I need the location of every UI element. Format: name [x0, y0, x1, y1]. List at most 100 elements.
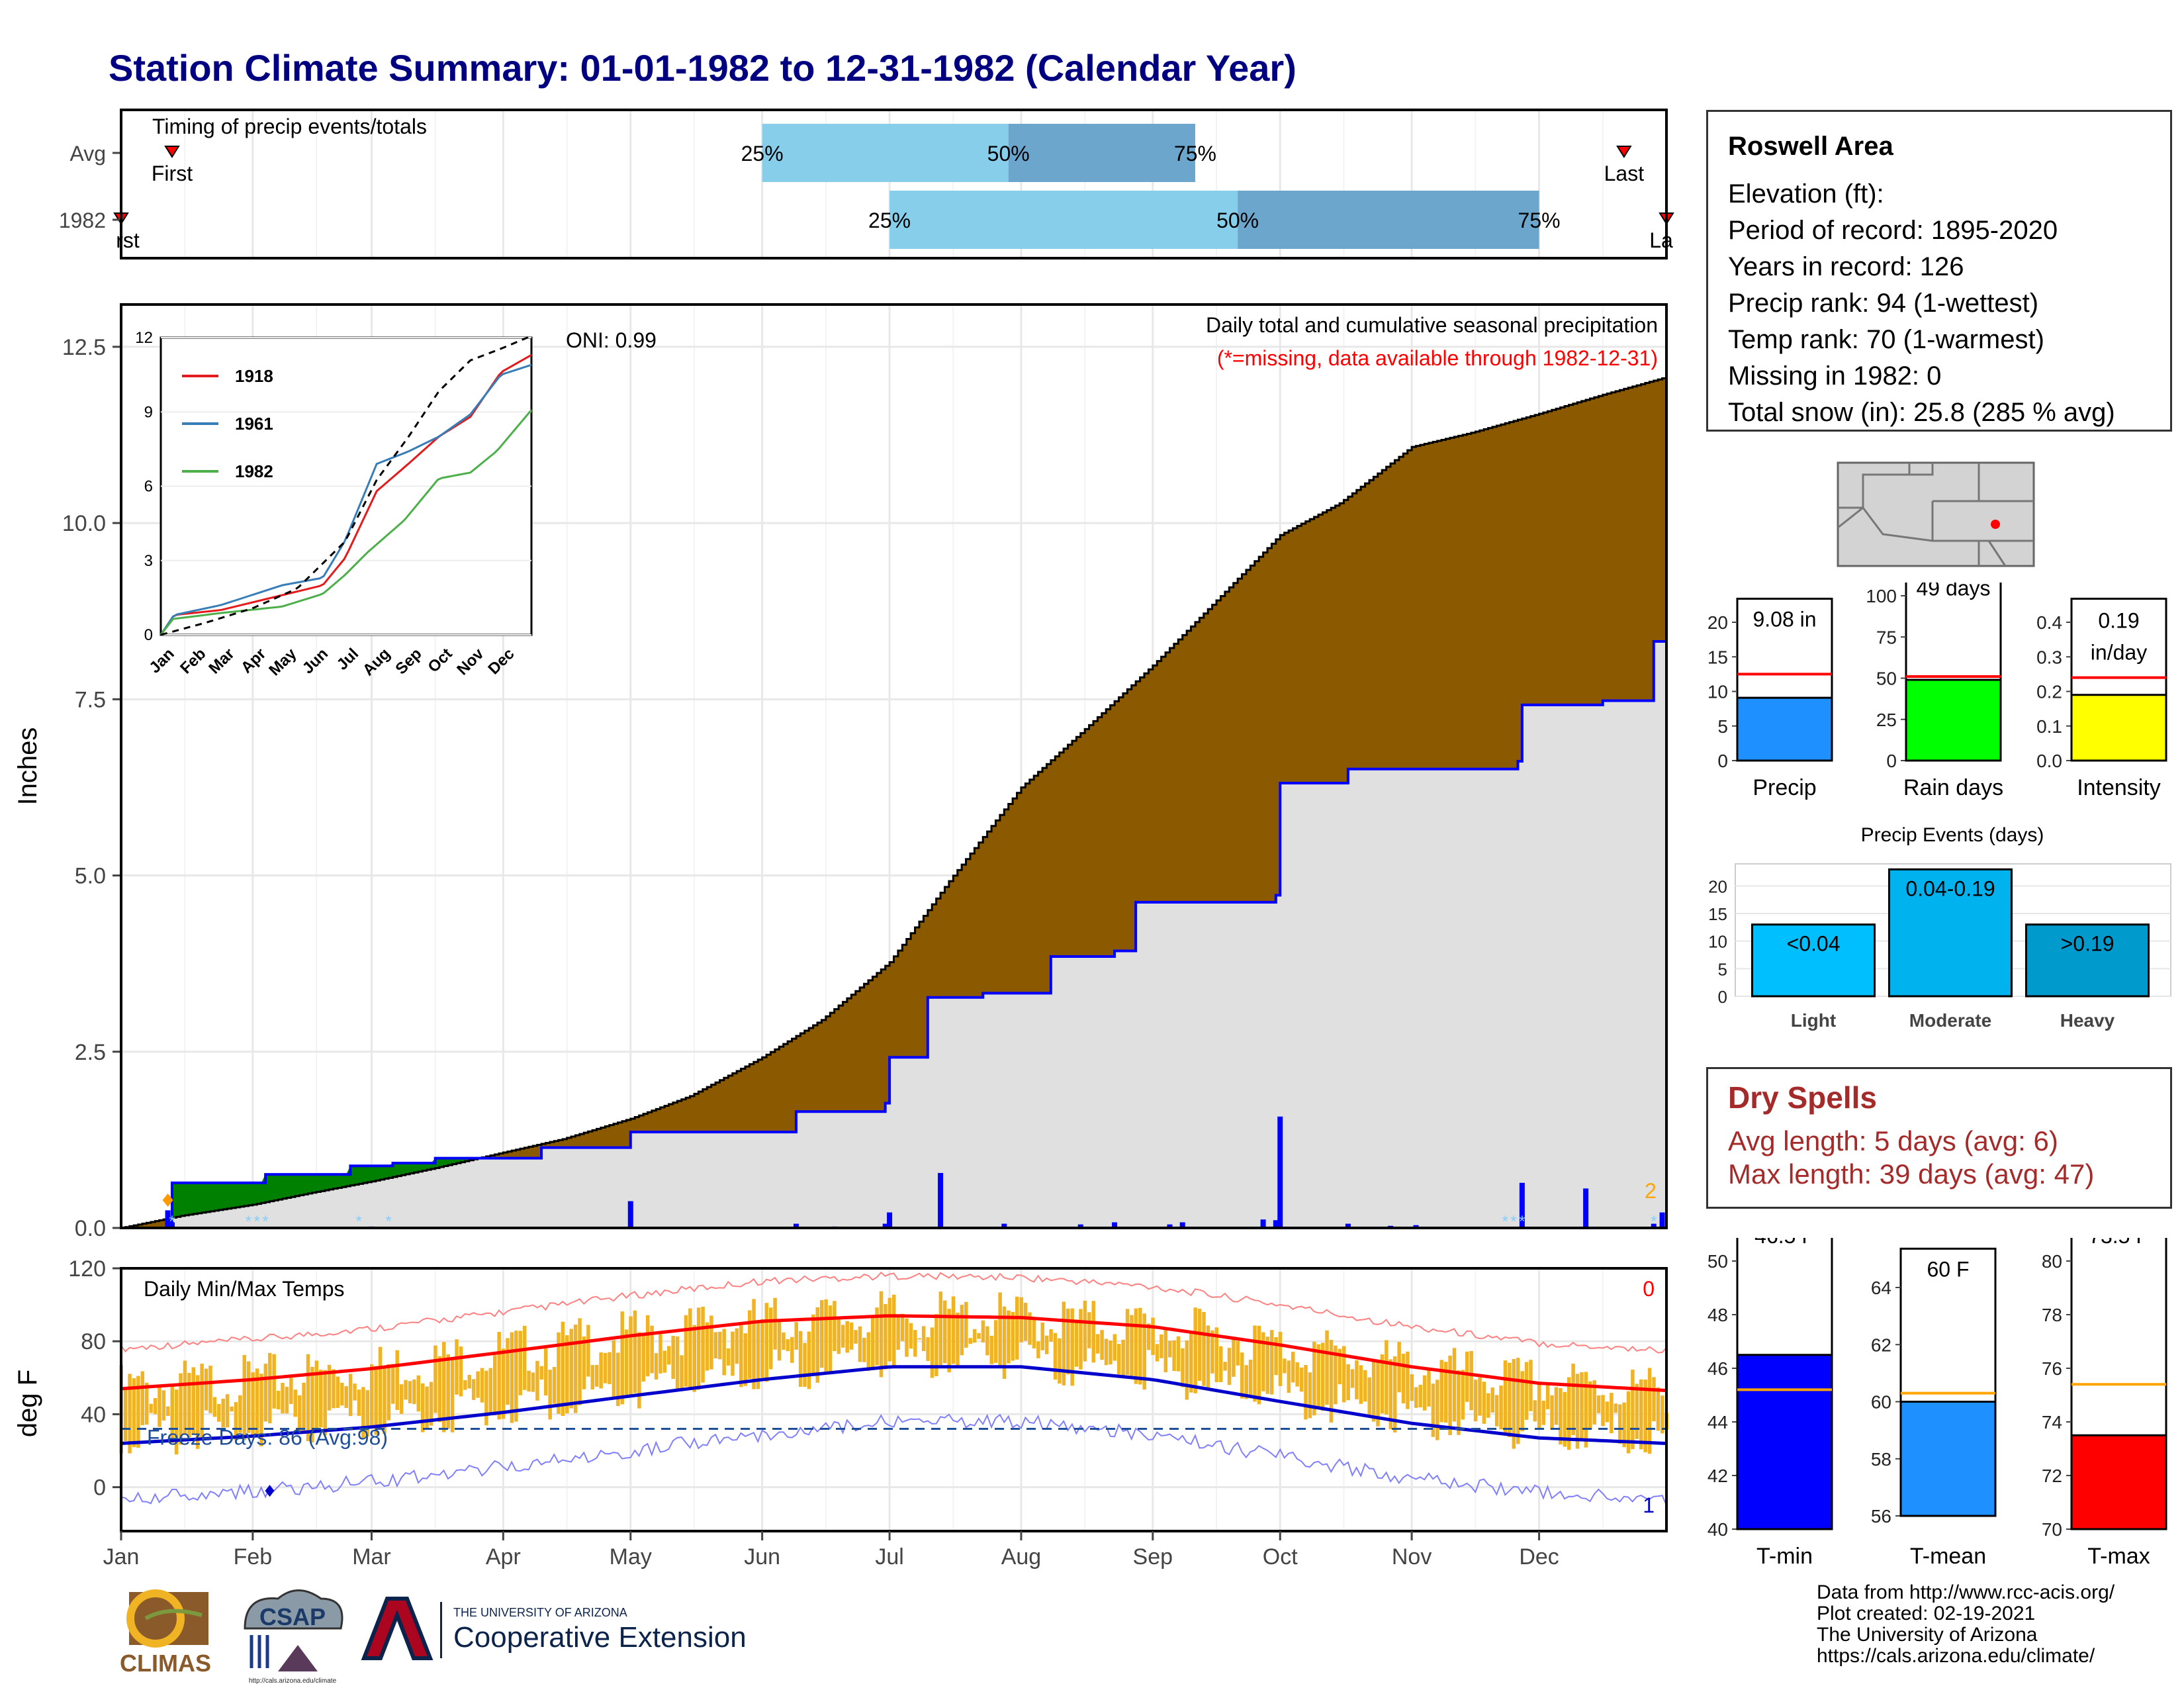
- daily-temp-bar: [365, 1389, 370, 1437]
- daily-temp-bar: [387, 1364, 391, 1421]
- station-elevation: Elevation (ft):: [1728, 179, 1884, 209]
- daily-temp-bar: [1287, 1360, 1291, 1393]
- daily-temp-bar: [259, 1374, 263, 1446]
- y-tick-label: 5.0: [75, 864, 106, 889]
- csap-logo-url: http://cals.arizona.edu/climate: [249, 1677, 337, 1685]
- daily-temp-bar: [1469, 1350, 1473, 1411]
- inset-x-tick: Sep: [392, 645, 425, 678]
- daily-temp-bar: [238, 1395, 242, 1433]
- daily-temp-bar: [1316, 1344, 1320, 1407]
- y-tick-label: 0.0: [75, 1216, 106, 1238]
- snow-day-marker: *: [1651, 1213, 1657, 1231]
- gauge-tick-label: 80: [2042, 1251, 2062, 1272]
- gauge-tick-label: 70: [2042, 1519, 2062, 1540]
- daily-temp-bar: [1232, 1338, 1236, 1377]
- daily-temp-bar: [1385, 1340, 1388, 1415]
- daily-temp-bar: [819, 1300, 824, 1368]
- daily-temp-bar: [1550, 1395, 1554, 1430]
- daily-temp-bar: [870, 1317, 875, 1368]
- daily-temp-bar: [318, 1370, 323, 1428]
- daily-temp-bar: [1580, 1372, 1584, 1439]
- daily-temp-bar: [794, 1322, 798, 1350]
- daily-temp-bar: [1371, 1360, 1376, 1422]
- daily-temp-bar: [696, 1307, 701, 1390]
- daily-temp-bar: [1223, 1362, 1227, 1371]
- daily-temp-bar: [1461, 1370, 1465, 1420]
- gauge-tick-label: 40: [1707, 1519, 1728, 1540]
- daily-temp-bar: [1032, 1319, 1036, 1348]
- inset-y-tick: 0: [144, 626, 153, 644]
- daily-temp-bar: [1248, 1360, 1253, 1399]
- daily-temp-bar: [905, 1318, 909, 1357]
- x-tick-label: Sep: [1133, 1544, 1173, 1570]
- events-y-tick: 15: [1708, 904, 1727, 924]
- last-event-label: La: [1649, 228, 1673, 252]
- gauge-tick-label: 15: [1707, 647, 1728, 667]
- gauge-value-label: 9.08 in: [1752, 607, 1816, 631]
- inset-x-tick: Nov: [453, 645, 488, 679]
- cold-days-count: 1: [1643, 1493, 1655, 1517]
- daily-temp-bar: [824, 1299, 828, 1374]
- daily-temp-bar: [1134, 1308, 1138, 1384]
- daily-temp-bar: [1647, 1368, 1652, 1454]
- gauge-value-bar: [1905, 679, 2002, 762]
- daily-temp-bar: [1376, 1360, 1380, 1427]
- gauge-value-unit: in/day: [2091, 640, 2147, 664]
- daily-temp-bar: [735, 1328, 739, 1364]
- daily-temp-bar: [1622, 1402, 1626, 1448]
- snow-day-marker: *: [356, 1213, 362, 1231]
- daily-temp-bar: [1494, 1395, 1499, 1427]
- daily-temp-bar: [548, 1370, 552, 1420]
- daily-temp-bar: [616, 1352, 620, 1407]
- daily-temp-bar: [603, 1352, 608, 1383]
- timing-row-label: 1982: [59, 209, 106, 232]
- daily-temp-bar: [760, 1319, 764, 1378]
- events-bar: [1888, 868, 2013, 998]
- daily-temp-bar: [1350, 1369, 1355, 1388]
- gauge-value-label: 0.19: [2098, 608, 2139, 632]
- daily-temp-bar: [998, 1292, 1002, 1368]
- daily-temp-bar: [1499, 1385, 1503, 1430]
- daily-precip-bar: [627, 1201, 633, 1228]
- daily-temp-bar: [790, 1336, 794, 1363]
- map-frame: [1837, 461, 2035, 567]
- daily-temp-bar: [833, 1301, 837, 1352]
- last-freeze-diamond: [265, 1485, 275, 1497]
- gauge-category-label: Precip: [1752, 775, 1816, 800]
- daily-temp-bar: [590, 1365, 595, 1389]
- y-tick-label: 10.0: [62, 511, 106, 536]
- daily-temp-bar: [527, 1370, 531, 1392]
- daily-temp-bar: [1040, 1322, 1045, 1350]
- gauge-tick-label: 60: [1871, 1392, 1891, 1413]
- daily-temp-bar: [1614, 1403, 1618, 1413]
- daily-temp-bar: [1193, 1307, 1197, 1393]
- record-high-line: [120, 1271, 1667, 1354]
- daily-temp-bar: [1240, 1352, 1244, 1399]
- daily-temp-bar: [395, 1350, 399, 1411]
- daily-temp-bar: [633, 1310, 637, 1393]
- daily-temp-bar: [200, 1364, 204, 1440]
- daily-temp-bar: [1295, 1362, 1299, 1387]
- daily-temp-bar: [917, 1338, 921, 1340]
- daily-precip-bar: [882, 1223, 888, 1228]
- daily-temp-bar: [1359, 1365, 1363, 1404]
- station-info-box: Roswell Area Elevation (ft): Period of r…: [1706, 110, 2172, 432]
- station-precip-rank: Precip rank: 94 (1-wettest): [1728, 289, 2039, 318]
- daily-temp-bar: [463, 1380, 467, 1390]
- daily-temp-bar: [1427, 1370, 1431, 1407]
- daily-temp-bar: [612, 1340, 616, 1398]
- dry-spells-avg: Avg length: 5 days (avg: 6): [1728, 1125, 2058, 1156]
- above-average-area: [171, 1158, 478, 1218]
- inset-legend-label: 1982: [235, 461, 273, 481]
- daily-temp-bar: [263, 1364, 268, 1422]
- daily-temp-bar: [1452, 1348, 1457, 1422]
- daily-temp-bar: [353, 1383, 357, 1401]
- daily-temp-bar: [739, 1325, 743, 1387]
- gauge-tick-label: 5: [1717, 716, 1728, 737]
- daily-temp-bar: [501, 1348, 506, 1419]
- daily-temp-bar: [1643, 1380, 1647, 1452]
- daily-temp-bar: [951, 1296, 956, 1364]
- daily-temp-bar: [1066, 1308, 1070, 1375]
- daily-temp-bar: [543, 1348, 548, 1396]
- daily-temp-bar: [1380, 1354, 1385, 1414]
